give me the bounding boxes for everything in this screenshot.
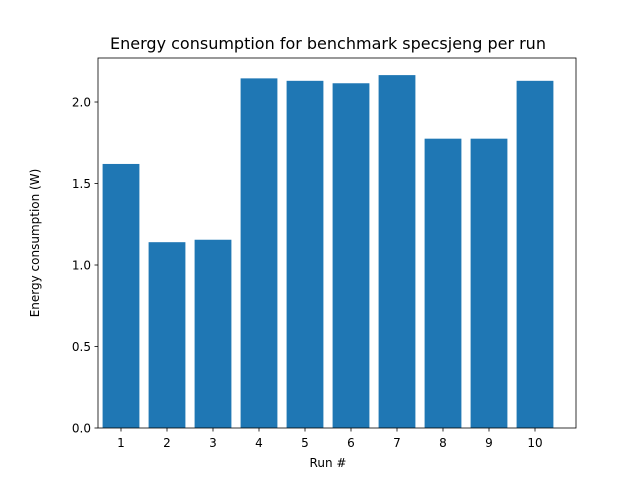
bar-run-10	[516, 80, 554, 428]
x-tick-label: 5	[301, 436, 309, 450]
x-tick-label: 2	[163, 436, 171, 450]
x-tick-label: 8	[439, 436, 447, 450]
y-axis-label: Energy consumption (W)	[28, 169, 42, 318]
x-axis-label: Run #	[310, 456, 347, 470]
x-tick-label: 7	[393, 436, 401, 450]
chart-title: Energy consumption for benchmark specsje…	[110, 34, 546, 53]
bar-run-6	[332, 83, 370, 428]
bar-run-1	[102, 163, 140, 428]
bar-run-2	[148, 242, 186, 428]
y-tick-label: 1.5	[72, 177, 91, 191]
y-tick-label: 1.0	[72, 259, 91, 273]
x-tick-label: 3	[209, 436, 217, 450]
x-tick-label: 6	[347, 436, 355, 450]
bar-run-9	[470, 138, 508, 428]
bar-run-5	[286, 80, 324, 428]
y-tick-label: 0.0	[72, 422, 91, 436]
x-tick-label: 9	[485, 436, 493, 450]
bar-run-7	[378, 75, 416, 429]
x-tick-label: 4	[255, 436, 263, 450]
plot-frame	[97, 57, 577, 429]
bar-run-8	[424, 138, 462, 428]
y-tick-label: 2.0	[72, 96, 91, 110]
x-tick-label: 1	[117, 436, 125, 450]
x-axis-ticks: 1 2 3 4 5 6 7 8 9 10	[117, 428, 543, 450]
bar-run-4	[240, 78, 278, 429]
bars-group	[102, 75, 554, 429]
y-axis-ticks: 0.0 0.5 1.0 1.5 2.0	[72, 96, 98, 436]
bar-run-3	[194, 239, 232, 428]
y-tick-label: 0.5	[72, 340, 91, 354]
x-tick-label: 10	[527, 436, 542, 450]
